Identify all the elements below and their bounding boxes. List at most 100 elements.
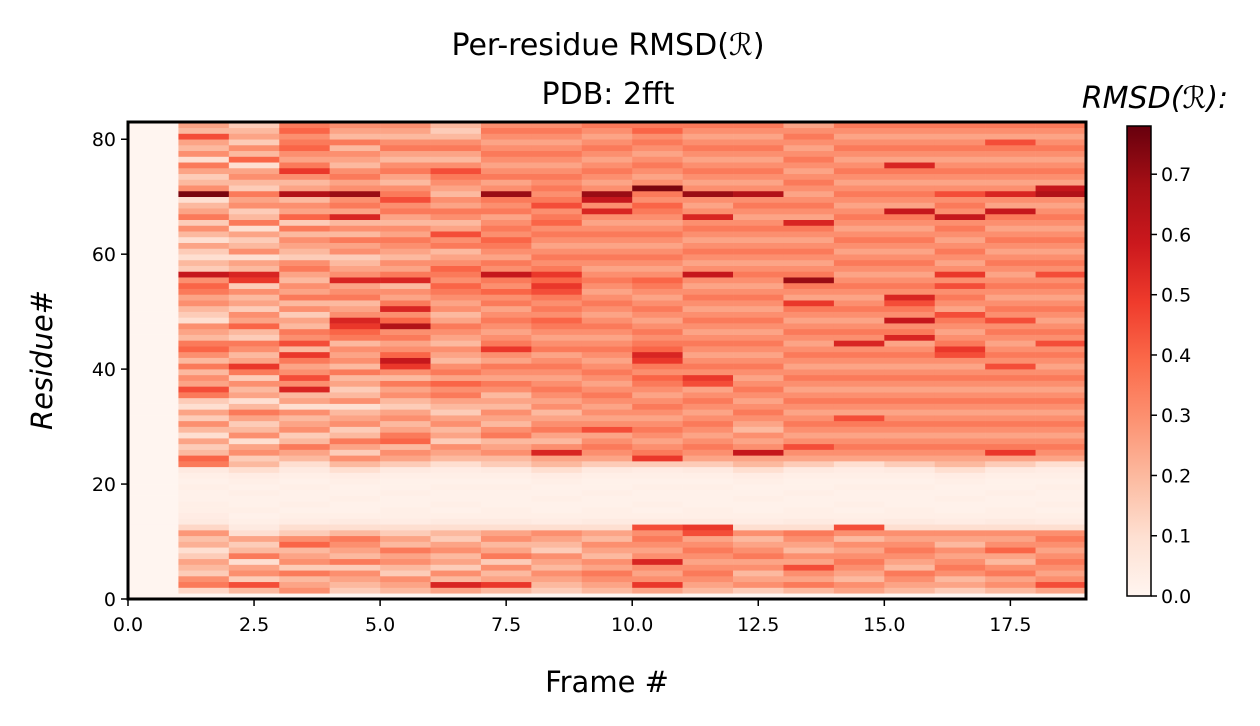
- heatmap-cell: [531, 530, 583, 537]
- heatmap-cell: [934, 374, 986, 381]
- heatmap-cell: [228, 363, 280, 370]
- heatmap-cell: [934, 518, 986, 525]
- heatmap-cell: [682, 501, 734, 508]
- heatmap-cell: [128, 369, 179, 376]
- heatmap-cell: [985, 380, 1036, 387]
- heatmap-cell: [430, 472, 482, 479]
- heatmap-cell: [783, 576, 835, 583]
- heatmap-cell: [884, 524, 936, 531]
- heatmap-cell: [632, 495, 683, 502]
- heatmap-cell: [985, 127, 1036, 134]
- heatmap-cell: [632, 478, 683, 485]
- heatmap-cell: [833, 478, 885, 485]
- heatmap-cell: [178, 541, 230, 548]
- heatmap-cell: [329, 351, 381, 358]
- heatmap-cell: [1035, 369, 1087, 376]
- heatmap-cell: [682, 340, 734, 347]
- heatmap-cell: [632, 438, 683, 445]
- heatmap-cell: [934, 248, 986, 255]
- heatmap-cell: [380, 122, 431, 129]
- heatmap-cell: [430, 213, 482, 220]
- heatmap-cell: [632, 167, 683, 175]
- heatmap-cell: [884, 397, 936, 404]
- heatmap-cell: [329, 530, 381, 537]
- heatmap-cell: [380, 547, 431, 554]
- heatmap-cell: [480, 242, 532, 249]
- heatmap-cell: [632, 420, 683, 427]
- heatmap-cell: [884, 432, 936, 439]
- heatmap-cell: [733, 185, 784, 192]
- heatmap-cell: [985, 541, 1036, 548]
- heatmap-cell: [128, 403, 179, 410]
- heatmap-cell: [884, 535, 936, 542]
- heatmap-cell: [329, 363, 381, 370]
- heatmap-cell: [128, 415, 179, 422]
- heatmap-cell: [279, 317, 330, 324]
- heatmap-cell: [430, 507, 482, 514]
- heatmap-cell: [1035, 213, 1087, 220]
- heatmap-cell: [128, 587, 179, 594]
- heatmap-cell: [833, 466, 885, 473]
- heatmap-cell: [178, 133, 230, 140]
- heatmap-cell: [581, 213, 633, 220]
- heatmap-cell: [632, 403, 683, 410]
- heatmap-cell: [632, 185, 683, 192]
- heatmap-cell: [1035, 167, 1087, 175]
- heatmap-cell: [228, 553, 280, 560]
- heatmap-cell: [380, 449, 431, 456]
- heatmap-cell: [733, 208, 784, 215]
- heatmap-cell: [833, 587, 885, 594]
- heatmap-cell: [430, 524, 482, 531]
- heatmap-cell: [531, 139, 583, 146]
- heatmap-cell: [833, 420, 885, 427]
- heatmap-cell: [733, 409, 784, 416]
- heatmap-cell: [380, 461, 431, 468]
- heatmap-cell: [733, 225, 784, 232]
- heatmap-cell: [682, 219, 734, 226]
- heatmap-cell: [228, 443, 280, 450]
- heatmap-cell: [581, 415, 633, 422]
- heatmap-cell: [1035, 535, 1087, 542]
- heatmap-cell: [682, 196, 734, 203]
- heatmap-cell: [632, 489, 683, 496]
- heatmap-cell: [279, 426, 330, 433]
- heatmap-cell: [178, 179, 230, 186]
- heatmap-cell: [733, 489, 784, 496]
- heatmap-cell: [783, 489, 835, 496]
- heatmap-cell: [581, 311, 633, 318]
- heatmap-cell: [128, 265, 179, 272]
- heatmap-cell: [329, 185, 381, 192]
- heatmap-cell: [985, 305, 1036, 312]
- heatmap-cell: [833, 403, 885, 410]
- heatmap-cell: [279, 288, 330, 295]
- heatmap-cell: [632, 357, 683, 364]
- heatmap-cell: [934, 208, 986, 215]
- heatmap-cell: [430, 208, 482, 215]
- heatmap-cell: [329, 346, 381, 353]
- heatmap-cell: [733, 277, 784, 284]
- heatmap-cell: [682, 248, 734, 255]
- heatmap-cell: [329, 455, 381, 462]
- heatmap-cell: [934, 363, 986, 370]
- heatmap-cell: [581, 484, 633, 491]
- heatmap-cell: [178, 484, 230, 491]
- heatmap-cell: [178, 564, 230, 571]
- heatmap-cell: [128, 530, 179, 537]
- heatmap-cell: [783, 248, 835, 255]
- heatmap-cell: [884, 472, 936, 479]
- heatmap-cell: [632, 282, 683, 289]
- heatmap-cell: [178, 455, 230, 462]
- heatmap-cell: [1035, 317, 1087, 324]
- heatmap-cell: [178, 271, 230, 278]
- heatmap-cell: [682, 231, 734, 238]
- heatmap-cell: [279, 461, 330, 468]
- heatmap-cell: [783, 535, 835, 542]
- heatmap-cell: [531, 547, 583, 554]
- heatmap-cell: [934, 311, 986, 318]
- heatmap-cell: [581, 351, 633, 358]
- heatmap-cell: [128, 426, 179, 433]
- heatmap-cell: [531, 420, 583, 427]
- heatmap-cell: [128, 225, 179, 232]
- heatmap-cell: [733, 248, 784, 255]
- heatmap-cell: [329, 449, 381, 456]
